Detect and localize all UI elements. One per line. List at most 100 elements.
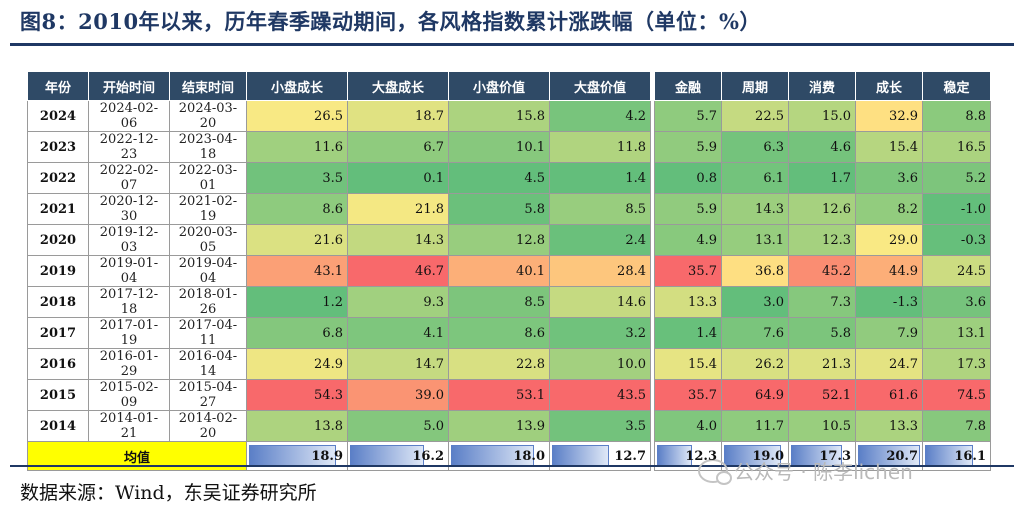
col-header-year: 年份	[27, 71, 89, 101]
end-date-cell: 2024-03-20	[169, 100, 247, 132]
value-cell: 5.2	[922, 162, 991, 194]
end-date-cell: 2014-02-20	[169, 410, 247, 442]
table-row: 2023 2022-12-23 2023-04-18 11.6 6.7 10.1 11.8 5…	[27, 131, 991, 163]
figure-title: 图8：2010年以来，历年春季躁动期间，各风格指数累计涨跌幅（单位：%）	[20, 9, 762, 34]
value-cell: 4.6	[788, 131, 856, 163]
average-value: 16.1	[954, 448, 986, 464]
average-value: 12.3	[685, 448, 717, 464]
value-cell: 17.3	[922, 348, 991, 380]
value-cell: -1.3	[855, 286, 923, 318]
value-cell: 13.3	[855, 410, 923, 442]
value-cell: 24.7	[855, 348, 923, 380]
value-cell: 21.3	[788, 348, 856, 380]
col-header-large-value: 大盘价值	[549, 71, 651, 101]
table-row: 2021 2020-12-30 2021-02-19 8.6 21.8 5.8 8.5 5.9…	[27, 193, 991, 225]
average-value: 19.0	[752, 448, 784, 464]
value-cell: 3.6	[922, 286, 991, 318]
value-cell: 12.3	[788, 224, 856, 256]
value-cell: 29.0	[855, 224, 923, 256]
value-cell: 14.6	[549, 286, 651, 318]
average-value: 20.7	[886, 448, 918, 464]
value-cell: 8.2	[855, 193, 923, 225]
value-cell: 5.9	[654, 131, 722, 163]
value-cell: 13.3	[654, 286, 722, 318]
value-cell: 54.3	[246, 379, 348, 411]
year-cell: 2024	[27, 100, 89, 132]
value-cell: 15.4	[654, 348, 722, 380]
value-cell: 64.9	[721, 379, 789, 411]
table-row: 2017 2017-01-19 2017-04-11 6.8 4.1 8.6 3.2 1.4 7…	[27, 317, 991, 349]
value-cell: 5.0	[347, 410, 449, 442]
table-row: 2019 2019-01-04 2019-04-04 43.1 46.7 40.1 28.4…	[27, 255, 991, 287]
value-cell: 28.4	[549, 255, 651, 287]
value-cell: 8.6	[246, 193, 348, 225]
col-header-cyclical: 周期	[721, 71, 789, 101]
value-cell: 36.8	[721, 255, 789, 287]
value-cell: 4.5	[448, 162, 550, 194]
value-cell: 0.8	[654, 162, 722, 194]
average-bar	[552, 445, 610, 467]
value-cell: 13.1	[922, 317, 991, 349]
end-date-cell: 2018-01-26	[169, 286, 247, 318]
end-date-cell: 2019-04-04	[169, 255, 247, 287]
start-date-cell: 2020-12-30	[88, 193, 170, 225]
col-header-finance: 金融	[654, 71, 722, 101]
value-cell: 32.9	[855, 100, 923, 132]
value-cell: 43.1	[246, 255, 348, 287]
title-rule	[10, 43, 1014, 46]
value-cell: 46.7	[347, 255, 449, 287]
value-cell: 10.0	[549, 348, 651, 380]
start-date-cell: 2022-12-23	[88, 131, 170, 163]
value-cell: 22.5	[721, 100, 789, 132]
year-cell: 2015	[27, 379, 89, 411]
value-cell: 7.8	[922, 410, 991, 442]
col-header-small-value: 小盘价值	[448, 71, 550, 101]
year-cell: 2021	[27, 193, 89, 225]
value-cell: 8.5	[448, 286, 550, 318]
value-cell: 3.6	[855, 162, 923, 194]
table-row: 2015 2015-02-09 2015-04-27 54.3 39.0 53.1 43.5…	[27, 379, 991, 411]
value-cell: 1.4	[654, 317, 722, 349]
value-cell: 4.1	[347, 317, 449, 349]
value-cell: 6.1	[721, 162, 789, 194]
value-cell: 21.6	[246, 224, 348, 256]
value-cell: 10.1	[448, 131, 550, 163]
average-value: 12.7	[614, 448, 646, 464]
value-cell: 35.7	[654, 379, 722, 411]
value-cell: 9.3	[347, 286, 449, 318]
start-date-cell: 2017-12-18	[88, 286, 170, 318]
start-date-cell: 2022-02-07	[88, 162, 170, 194]
year-cell: 2016	[27, 348, 89, 380]
year-cell: 2018	[27, 286, 89, 318]
value-cell: 15.0	[788, 100, 856, 132]
footer-rule	[10, 465, 1014, 467]
value-cell: 40.1	[448, 255, 550, 287]
value-cell: 7.3	[788, 286, 856, 318]
value-cell: 24.5	[922, 255, 991, 287]
value-cell: 21.8	[347, 193, 449, 225]
value-cell: 43.5	[549, 379, 651, 411]
value-cell: 14.3	[721, 193, 789, 225]
end-date-cell: 2017-04-11	[169, 317, 247, 349]
value-cell: 2.4	[549, 224, 651, 256]
year-cell: 2022	[27, 162, 89, 194]
column-gap	[650, 71, 655, 101]
value-cell: 13.8	[246, 410, 348, 442]
wechat-icon	[698, 458, 732, 485]
col-header-growth: 成长	[855, 71, 923, 101]
start-date-cell: 2015-02-09	[88, 379, 170, 411]
end-date-cell: 2021-02-19	[169, 193, 247, 225]
table-row: 2020 2019-12-03 2020-03-05 21.6 14.3 12.8 2.4 4…	[27, 224, 991, 256]
value-cell: 61.6	[855, 379, 923, 411]
value-cell: 6.8	[246, 317, 348, 349]
value-cell: 11.8	[549, 131, 651, 163]
value-cell: 35.7	[654, 255, 722, 287]
year-cell: 2020	[27, 224, 89, 256]
value-cell: 1.2	[246, 286, 348, 318]
value-cell: 12.6	[788, 193, 856, 225]
value-cell: 8.6	[448, 317, 550, 349]
value-cell: 16.5	[922, 131, 991, 163]
value-cell: 5.8	[788, 317, 856, 349]
watermark: 公众号 · 陈李lichen	[698, 456, 913, 485]
value-cell: 4.0	[654, 410, 722, 442]
